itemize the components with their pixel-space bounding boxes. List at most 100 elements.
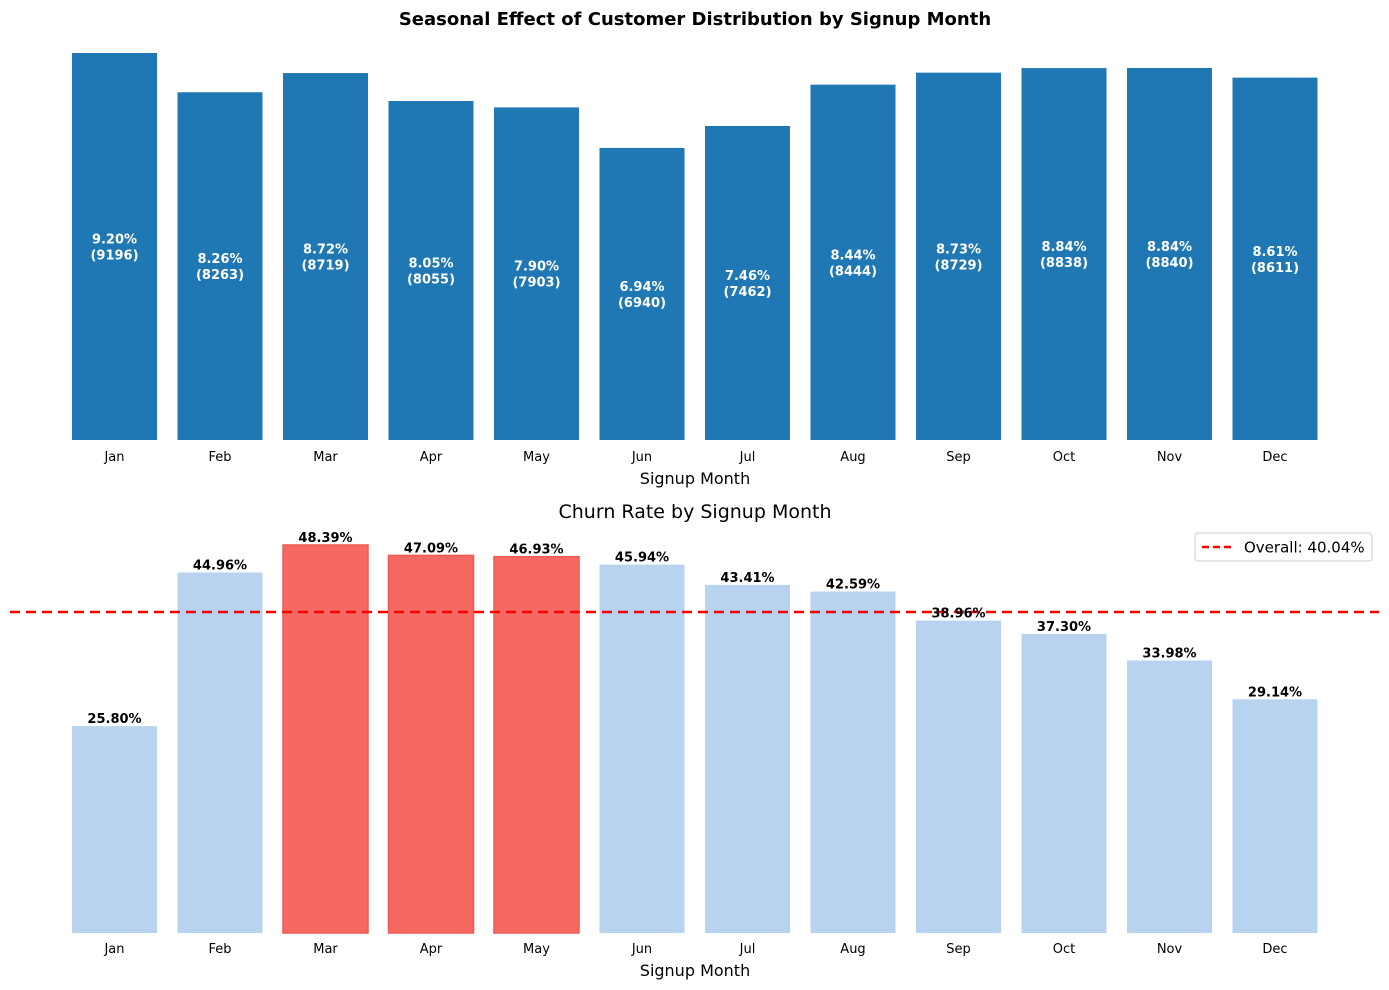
churn-bar-labels: 25.80% 44.96% 48.39% 47.09% 46.93% 45.94% 43.4… bbox=[87, 531, 1302, 727]
distribution-pct-label: 8.05% bbox=[408, 257, 453, 272]
churn-value-label: 33.98% bbox=[1142, 647, 1196, 662]
distribution-count-label: (7462) bbox=[723, 285, 771, 300]
churn-bar-mar bbox=[282, 544, 369, 934]
churn-bar-jan bbox=[72, 726, 157, 933]
legend-box bbox=[1194, 532, 1373, 562]
churn-value-label: 37.30% bbox=[1037, 620, 1091, 635]
churn-value-label: 44.96% bbox=[193, 559, 247, 574]
churn-value-label: 29.14% bbox=[1248, 685, 1302, 700]
distribution-x-axis-label: Signup Month bbox=[640, 469, 750, 488]
distribution-x-tick-label: Dec bbox=[1262, 450, 1287, 465]
distribution-pct-label: 7.90% bbox=[514, 260, 559, 275]
churn-chart-title: Churn Rate by Signup Month bbox=[559, 501, 832, 523]
churn-bar-feb bbox=[177, 572, 263, 933]
churn-x-ticks: Jan Feb Mar Apr May Jun Jul Aug Sep Oct Nov Dec bbox=[103, 942, 1287, 957]
distribution-x-tick-label: Apr bbox=[420, 450, 443, 465]
distribution-pct-label: 8.26% bbox=[197, 252, 242, 267]
distribution-pct-label: 8.84% bbox=[1147, 240, 1192, 255]
distribution-count-label: (8444) bbox=[829, 264, 877, 279]
distribution-x-tick-label: Jan bbox=[103, 450, 124, 465]
churn-x-tick-label: Jan bbox=[103, 942, 124, 957]
churn-x-tick-label: Jun bbox=[631, 942, 652, 957]
churn-value-label: 47.09% bbox=[404, 541, 458, 556]
churn-value-label: 43.41% bbox=[720, 571, 774, 586]
distribution-bar-dec bbox=[1232, 77, 1318, 440]
churn-x-tick-label: Aug bbox=[840, 942, 865, 957]
churn-value-label: 48.39% bbox=[298, 531, 352, 546]
distribution-count-label: (8263) bbox=[196, 268, 244, 283]
churn-value-label: 25.80% bbox=[87, 712, 141, 727]
distribution-bar-oct bbox=[1021, 68, 1107, 441]
distribution-count-label: (8729) bbox=[934, 258, 982, 273]
churn-bar-jun bbox=[599, 564, 685, 933]
distribution-bar-labels: 9.20%(9196) 8.26%(8263)8.72%(8719) 8.05%(8… bbox=[90, 233, 1299, 311]
distribution-bar-sep bbox=[916, 72, 1001, 440]
churn-legend: Overall: 40.04% bbox=[1194, 532, 1373, 562]
distribution-count-label: (6940) bbox=[618, 296, 666, 311]
distribution-chart: Seasonal Effect of Customer Distribution… bbox=[72, 9, 1318, 488]
distribution-bar-aug bbox=[810, 84, 896, 441]
distribution-bar-jun bbox=[599, 147, 685, 440]
distribution-count-label: (8838) bbox=[1040, 256, 1088, 271]
churn-bar-may bbox=[493, 555, 580, 934]
churn-x-axis-label: Signup Month bbox=[640, 961, 750, 980]
distribution-bar-mar bbox=[283, 73, 368, 440]
distribution-x-tick-label: Jun bbox=[631, 450, 652, 465]
distribution-x-tick-label: Aug bbox=[840, 450, 865, 465]
churn-x-tick-label: Mar bbox=[313, 942, 338, 957]
distribution-count-label: (8611) bbox=[1251, 261, 1299, 276]
distribution-x-ticks: Jan Feb Mar Apr May Jun Jul Aug Sep Oct Nov Dec bbox=[103, 450, 1287, 465]
churn-x-tick-label: Nov bbox=[1157, 942, 1183, 957]
distribution-x-tick-label: Sep bbox=[946, 450, 971, 465]
churn-value-label: 46.93% bbox=[509, 543, 563, 558]
distribution-count-label: (9196) bbox=[90, 249, 138, 264]
distribution-count-label: (7903) bbox=[512, 276, 560, 291]
churn-bar-sep bbox=[916, 620, 1001, 933]
churn-bar-oct bbox=[1021, 633, 1107, 933]
churn-chart: Churn Rate by Signup Month 25.80% 44.96% 4… bbox=[10, 501, 1379, 980]
churn-bar-aug bbox=[810, 591, 896, 933]
churn-x-tick-label: May bbox=[523, 942, 550, 957]
legend-entry-overall: Overall: 40.04% bbox=[1244, 539, 1365, 557]
distribution-x-tick-label: Nov bbox=[1157, 450, 1183, 465]
distribution-bar-jan bbox=[72, 53, 157, 440]
churn-bar-apr bbox=[387, 554, 475, 934]
churn-bar-dec bbox=[1232, 699, 1318, 933]
distribution-pct-label: 8.72% bbox=[303, 243, 348, 258]
distribution-pct-label: 6.94% bbox=[619, 280, 664, 295]
distribution-bar-feb bbox=[177, 92, 263, 440]
churn-value-label: 42.59% bbox=[826, 578, 880, 593]
churn-x-tick-label: Apr bbox=[420, 942, 443, 957]
distribution-pct-label: 8.73% bbox=[936, 242, 981, 257]
distribution-bar-jul bbox=[705, 125, 790, 441]
churn-x-tick-label: Jul bbox=[739, 942, 756, 957]
distribution-pct-label: 9.20% bbox=[92, 233, 137, 248]
distribution-count-label: (8055) bbox=[407, 273, 455, 288]
churn-x-tick-label: Sep bbox=[946, 942, 971, 957]
distribution-bar-nov bbox=[1127, 67, 1212, 441]
distribution-chart-title: Seasonal Effect of Customer Distribution… bbox=[399, 9, 991, 30]
distribution-x-tick-label: Feb bbox=[208, 450, 231, 465]
distribution-bars bbox=[72, 53, 1318, 441]
churn-value-label: 45.94% bbox=[615, 551, 669, 566]
distribution-count-label: (8840) bbox=[1145, 256, 1193, 271]
distribution-x-tick-label: Jul bbox=[739, 450, 756, 465]
distribution-pct-label: 8.61% bbox=[1252, 245, 1297, 260]
distribution-bar-may bbox=[494, 107, 579, 440]
distribution-pct-label: 8.84% bbox=[1041, 240, 1086, 255]
distribution-count-label: (8719) bbox=[301, 259, 349, 274]
churn-bar-jul bbox=[705, 584, 790, 933]
distribution-bar-apr bbox=[388, 101, 474, 441]
distribution-x-tick-label: Mar bbox=[313, 450, 338, 465]
churn-x-tick-label: Dec bbox=[1262, 942, 1287, 957]
distribution-x-tick-label: Oct bbox=[1053, 450, 1075, 465]
distribution-pct-label: 8.44% bbox=[830, 248, 875, 263]
churn-x-tick-label: Oct bbox=[1053, 942, 1075, 957]
churn-x-tick-label: Feb bbox=[208, 942, 231, 957]
distribution-pct-label: 7.46% bbox=[725, 269, 770, 284]
churn-bar-nov bbox=[1127, 660, 1212, 933]
churn-bars bbox=[72, 544, 1318, 934]
distribution-x-tick-label: May bbox=[523, 450, 550, 465]
churn-value-label: 38.96% bbox=[931, 607, 985, 622]
